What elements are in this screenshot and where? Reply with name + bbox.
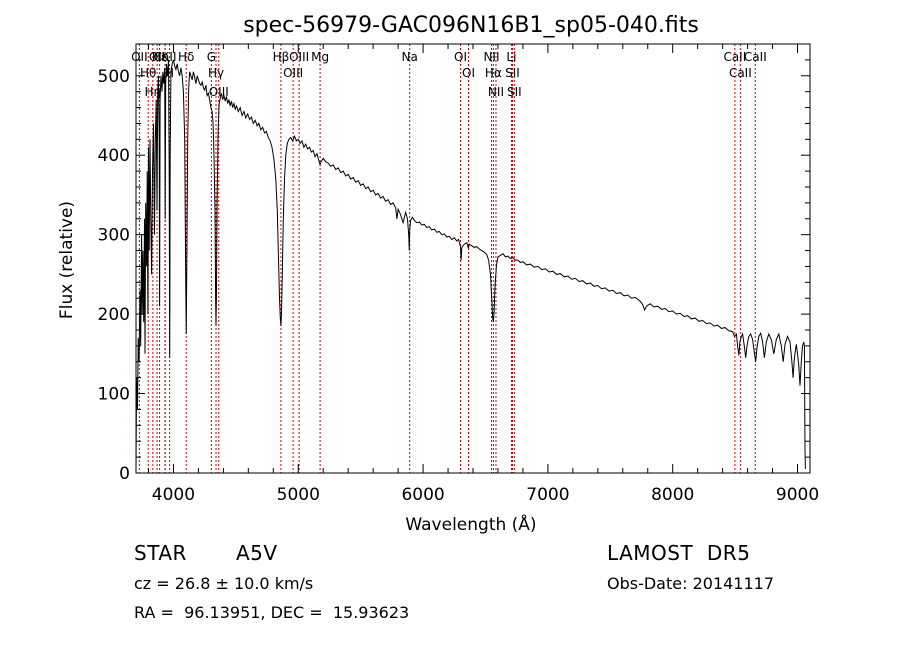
reference-line-label: OIII — [289, 50, 309, 64]
y-tick-label: 500 — [98, 67, 130, 87]
x-tick-label: 5000 — [277, 485, 320, 505]
observation-date: Obs-Date: 20141117 — [607, 574, 775, 593]
reference-line-label: Mg — [311, 50, 329, 64]
reference-line-label: OII — [149, 50, 166, 64]
spectrum-line — [135, 59, 806, 470]
reference-line-label: NII — [488, 85, 504, 99]
reference-line-label: Hη — [145, 85, 162, 99]
reference-line-label: SII — [507, 85, 522, 99]
y-tick-label: 100 — [98, 385, 130, 405]
survey-name: LAMOST DR5 — [607, 541, 751, 565]
reference-line-label: Li — [506, 50, 516, 64]
reference-line-label: Hβ — [273, 50, 290, 64]
x-tick-label: 7000 — [526, 485, 569, 505]
redshift-velocity: cz = 26.8 ± 10.0 km/s — [134, 574, 314, 593]
object-subclass: A5V — [236, 541, 278, 565]
reference-line-label: G — [207, 50, 216, 64]
reference-line-label: K — [161, 50, 170, 64]
y-tick-label: 0 — [119, 464, 130, 484]
x-tick-label: 4000 — [152, 485, 195, 505]
axis-ticks: 4000 5000 6000 7000 8000 9000 0 100 200 300 400 500 — [98, 44, 819, 505]
reference-line-label: Hδ — [178, 50, 194, 64]
reference-line-label: Hγ — [208, 66, 224, 80]
reference-line-label: CaII — [729, 66, 752, 80]
reference-line-label: Hθ — [140, 66, 156, 80]
reference-line-label: NII — [483, 50, 499, 64]
reference-line-label: OII — [131, 50, 148, 64]
chart-title: spec-56979-GAC096N16B1_sp05-040.fits — [243, 13, 699, 38]
reference-line-label: H — [165, 66, 174, 80]
reference-line-label: OIII — [283, 66, 303, 80]
y-tick-label: 300 — [98, 226, 130, 246]
x-tick-label: 6000 — [401, 485, 444, 505]
reference-line-label: CaII — [744, 50, 767, 64]
object-class: STAR — [134, 541, 187, 565]
x-tick-label: 9000 — [776, 485, 819, 505]
plot-frame — [135, 43, 811, 474]
y-tick-label: 400 — [98, 146, 130, 166]
reference-line-label: OIII — [209, 85, 229, 99]
reference-line-label: Hα — [485, 66, 502, 80]
reference-line-label: OI — [454, 50, 467, 64]
line-markers — [138, 44, 756, 473]
reference-line-label: CaII — [154, 50, 177, 64]
x-axis-label: Wavelength (Å) — [405, 513, 536, 535]
coordinates: RA = 96.13951, DEC = 15.93623 — [134, 603, 410, 622]
y-axis-label: Flux (relative) — [57, 201, 77, 319]
y-tick-label: 200 — [98, 305, 130, 325]
reference-line-label: SII — [505, 66, 520, 80]
reference-line-label: Na — [402, 50, 418, 64]
reference-line-label: Hε — [152, 50, 168, 64]
reference-line-label: OI — [462, 66, 475, 80]
x-tick-label: 8000 — [651, 485, 694, 505]
reference-line-label: CaII — [723, 50, 746, 64]
